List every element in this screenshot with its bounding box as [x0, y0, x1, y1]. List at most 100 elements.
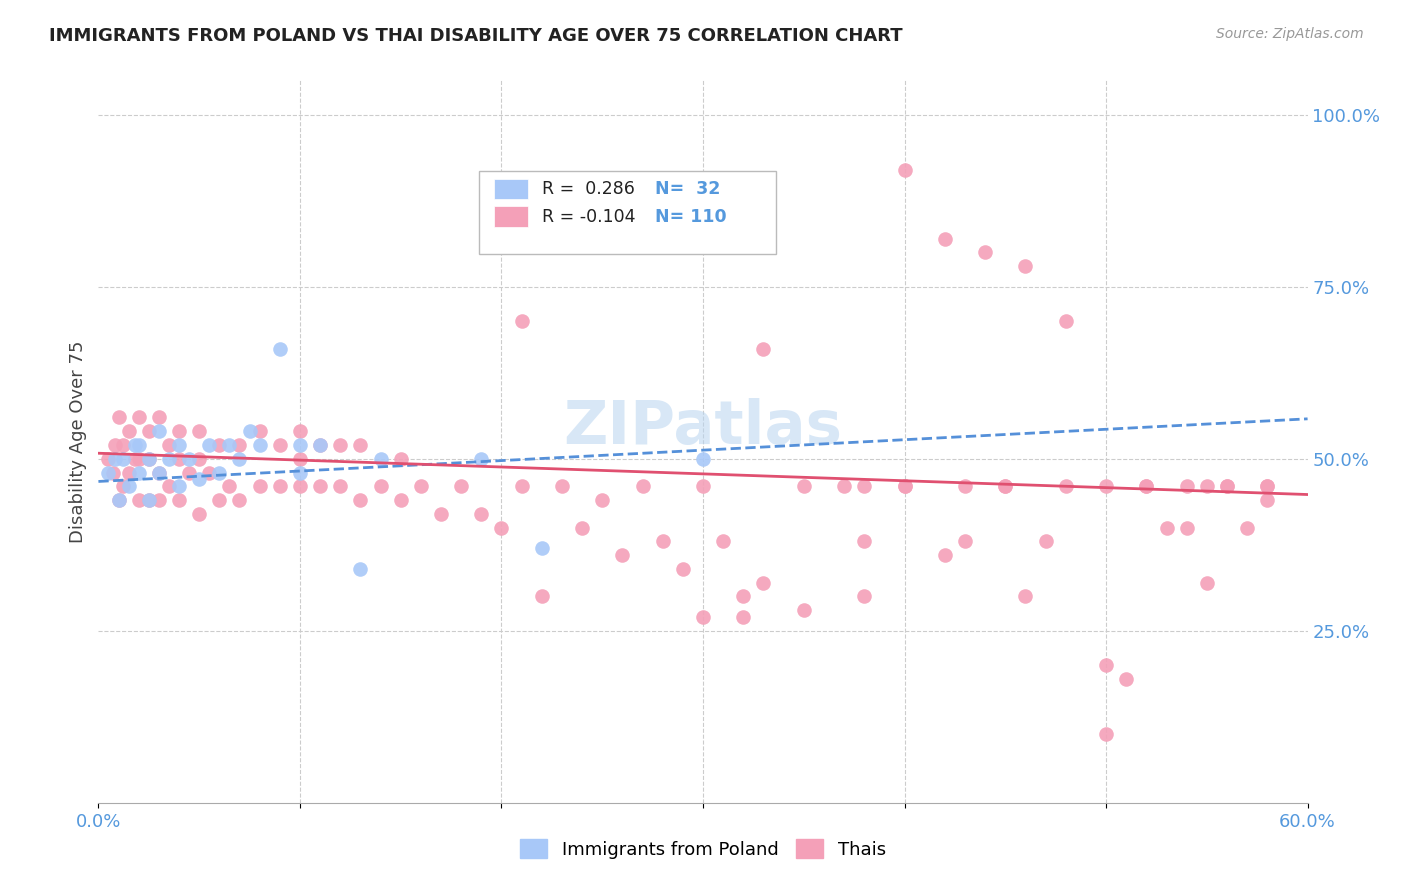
- Point: [752, 342, 775, 356]
- Point: [733, 590, 755, 604]
- Point: [118, 424, 141, 438]
- Point: [97, 451, 120, 466]
- Point: [288, 424, 311, 438]
- Point: [309, 479, 332, 493]
- Point: [148, 424, 170, 438]
- Point: [470, 507, 492, 521]
- Point: [430, 507, 453, 521]
- Point: [1175, 479, 1198, 493]
- Point: [138, 451, 160, 466]
- Text: N= 110: N= 110: [655, 208, 727, 226]
- Point: [208, 466, 231, 480]
- Point: [389, 451, 412, 466]
- Point: [167, 424, 190, 438]
- Point: [329, 479, 352, 493]
- Point: [934, 231, 956, 245]
- Point: [167, 438, 190, 452]
- FancyBboxPatch shape: [479, 170, 776, 253]
- Point: [893, 479, 915, 493]
- Point: [1216, 479, 1239, 493]
- Point: [118, 479, 141, 493]
- Point: [631, 479, 654, 493]
- Point: [107, 493, 129, 508]
- Point: [179, 451, 201, 466]
- Point: [269, 479, 291, 493]
- Point: [470, 451, 492, 466]
- Point: [612, 548, 634, 562]
- Point: [208, 493, 231, 508]
- Point: [711, 534, 734, 549]
- Point: [288, 438, 311, 452]
- Point: [1256, 479, 1278, 493]
- Point: [124, 451, 146, 466]
- Point: [1256, 493, 1278, 508]
- Point: [107, 410, 129, 425]
- Point: [1256, 479, 1278, 493]
- Point: [409, 479, 432, 493]
- Point: [138, 493, 160, 508]
- Point: [111, 479, 134, 493]
- Point: [148, 410, 170, 425]
- Point: [188, 451, 211, 466]
- Point: [188, 424, 211, 438]
- Point: [128, 493, 150, 508]
- Point: [510, 479, 533, 493]
- Point: [198, 438, 221, 452]
- Point: [1014, 259, 1036, 273]
- Point: [893, 479, 915, 493]
- Point: [1135, 479, 1157, 493]
- Point: [128, 410, 150, 425]
- Point: [651, 534, 673, 549]
- Point: [157, 479, 180, 493]
- Point: [269, 342, 291, 356]
- Point: [249, 479, 271, 493]
- Point: [138, 493, 160, 508]
- Point: [692, 451, 714, 466]
- Point: [974, 245, 997, 260]
- Point: [97, 466, 120, 480]
- Point: [1014, 590, 1036, 604]
- Text: Source: ZipAtlas.com: Source: ZipAtlas.com: [1216, 27, 1364, 41]
- Point: [269, 438, 291, 452]
- Point: [510, 314, 533, 328]
- Point: [994, 479, 1017, 493]
- Y-axis label: Disability Age Over 75: Disability Age Over 75: [69, 340, 87, 543]
- Point: [793, 479, 815, 493]
- Point: [167, 451, 190, 466]
- Point: [1135, 479, 1157, 493]
- Point: [157, 438, 180, 452]
- Point: [208, 438, 231, 452]
- Point: [672, 562, 695, 576]
- FancyBboxPatch shape: [494, 179, 527, 200]
- Point: [148, 466, 170, 480]
- Point: [167, 479, 190, 493]
- Point: [118, 466, 141, 480]
- Point: [1035, 534, 1057, 549]
- Point: [370, 479, 392, 493]
- Point: [1175, 520, 1198, 534]
- Point: [692, 610, 714, 624]
- Point: [239, 424, 262, 438]
- Point: [179, 466, 201, 480]
- Point: [530, 590, 553, 604]
- Point: [111, 438, 134, 452]
- Point: [1115, 672, 1137, 686]
- Point: [530, 541, 553, 556]
- Point: [103, 451, 125, 466]
- Point: [198, 466, 221, 480]
- Point: [148, 493, 170, 508]
- Point: [853, 479, 876, 493]
- Text: N=  32: N= 32: [655, 180, 720, 198]
- Point: [591, 493, 613, 508]
- Point: [994, 479, 1017, 493]
- FancyBboxPatch shape: [494, 206, 527, 227]
- Point: [953, 534, 976, 549]
- Point: [1216, 479, 1239, 493]
- Point: [1095, 479, 1118, 493]
- Text: R =  0.286: R = 0.286: [543, 180, 636, 198]
- Point: [1236, 520, 1258, 534]
- Point: [188, 507, 211, 521]
- Point: [124, 438, 146, 452]
- Point: [1095, 727, 1118, 741]
- Point: [349, 438, 371, 452]
